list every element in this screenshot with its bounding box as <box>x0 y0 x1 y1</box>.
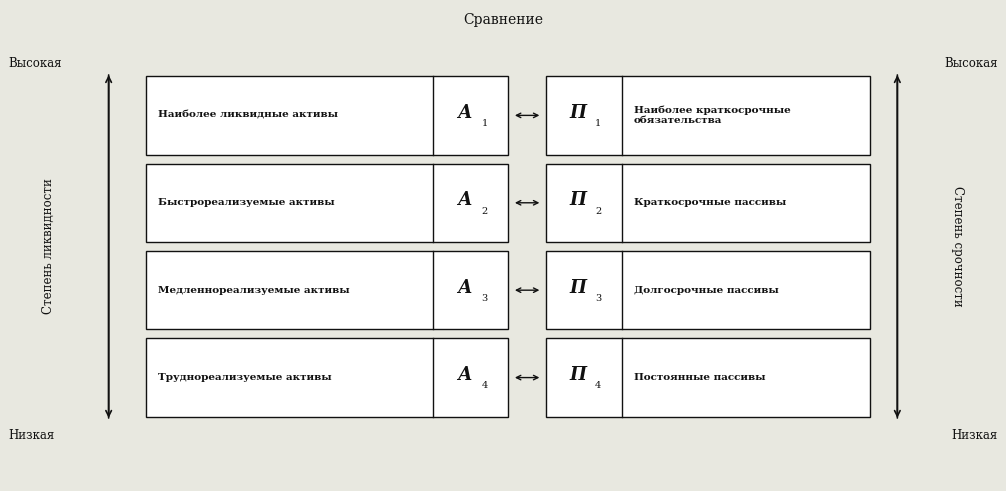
Text: Труднореализуемые активы: Труднореализуемые активы <box>158 373 332 382</box>
Text: Низкая: Низкая <box>952 429 998 442</box>
Text: Наиболее ликвидные активы: Наиболее ликвидные активы <box>158 111 338 120</box>
Text: 4: 4 <box>482 382 488 390</box>
Text: 2: 2 <box>482 207 488 216</box>
Text: А: А <box>457 366 472 384</box>
Text: Долгосрочные пассивы: Долгосрочные пассивы <box>634 286 779 295</box>
Text: П: П <box>569 279 586 297</box>
Text: 1: 1 <box>482 119 488 128</box>
Text: Высокая: Высокая <box>945 57 998 70</box>
Text: П: П <box>569 104 586 122</box>
Text: 1: 1 <box>596 119 602 128</box>
Bar <box>546 338 870 417</box>
Text: А: А <box>457 191 472 209</box>
Text: 4: 4 <box>596 382 602 390</box>
Bar <box>546 251 870 329</box>
Bar <box>146 76 508 155</box>
Text: А: А <box>457 279 472 297</box>
Text: Высокая: Высокая <box>8 57 61 70</box>
Text: Низкая: Низкая <box>8 429 54 442</box>
Text: А: А <box>457 104 472 122</box>
Text: Степень ликвидности: Степень ликвидности <box>42 179 54 314</box>
Text: 3: 3 <box>596 294 602 303</box>
Text: Быстрореализуемые активы: Быстрореализуемые активы <box>158 198 335 207</box>
Text: Медленнореализуемые активы: Медленнореализуемые активы <box>158 286 349 295</box>
Bar <box>146 338 508 417</box>
Text: Степень срочности: Степень срочности <box>952 186 964 307</box>
Bar <box>146 251 508 329</box>
Text: Постоянные пассивы: Постоянные пассивы <box>634 373 766 382</box>
Bar <box>546 164 870 242</box>
Text: Краткосрочные пассивы: Краткосрочные пассивы <box>634 198 786 207</box>
Text: Сравнение: Сравнение <box>463 13 543 27</box>
Text: П: П <box>569 366 586 384</box>
Bar <box>546 76 870 155</box>
Text: 3: 3 <box>482 294 488 303</box>
Text: П: П <box>569 191 586 209</box>
Bar <box>146 164 508 242</box>
Text: Наиболее краткосрочные
обязательства: Наиболее краткосрочные обязательства <box>634 106 791 125</box>
Text: 2: 2 <box>596 207 602 216</box>
